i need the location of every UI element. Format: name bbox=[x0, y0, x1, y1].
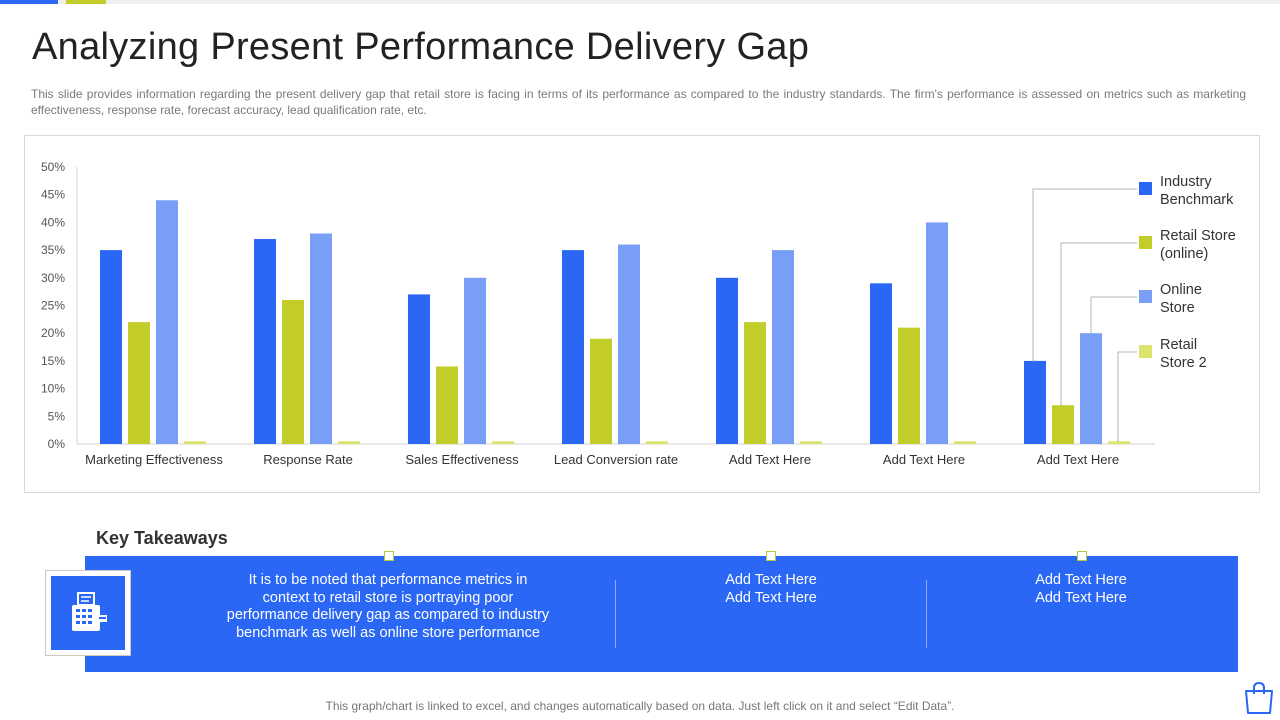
y-tick-label: 10% bbox=[41, 382, 65, 396]
y-tick-label: 40% bbox=[41, 215, 65, 229]
y-tick-label: 35% bbox=[41, 243, 65, 257]
bar bbox=[492, 441, 514, 444]
legend-label: Online bbox=[1160, 282, 1202, 298]
takeaway-1-line-3: performance delivery gap as compared to … bbox=[226, 607, 550, 624]
bar bbox=[338, 441, 360, 444]
takeaway-2-line-1: Add Text Here bbox=[725, 572, 817, 588]
bar bbox=[590, 338, 612, 444]
key-takeaways-heading: Key Takeaways bbox=[96, 528, 228, 548]
x-tick-label: Add Text Here bbox=[1037, 452, 1119, 467]
takeaway-marker-1 bbox=[384, 551, 394, 561]
takeaway-1-line-2: context to retail store is portraying po… bbox=[262, 589, 514, 606]
legend-label: Retail bbox=[1160, 337, 1197, 353]
bar bbox=[562, 250, 584, 444]
bar bbox=[254, 239, 276, 444]
x-tick-label: Add Text Here bbox=[883, 452, 965, 467]
takeaway-3-line-2: Add Text Here bbox=[1035, 589, 1127, 606]
bar bbox=[800, 441, 822, 444]
takeaway-marker-2 bbox=[766, 551, 776, 561]
page-description: This slide provides information regardin… bbox=[31, 87, 1246, 117]
bar bbox=[926, 222, 948, 444]
y-tick-label: 20% bbox=[41, 326, 65, 340]
bar bbox=[1052, 405, 1074, 444]
x-tick-label: Marketing Effectiveness bbox=[85, 452, 223, 467]
bar bbox=[646, 441, 668, 444]
legend-leader-line bbox=[1117, 351, 1137, 442]
x-tick-label: Add Text Here bbox=[729, 452, 811, 467]
legend-leader-line bbox=[1090, 296, 1137, 334]
legend-label: Industry bbox=[1160, 174, 1212, 190]
bar bbox=[716, 277, 738, 444]
takeaway-text-3: Add Text Here Add Text Here bbox=[970, 572, 1192, 607]
takeaway-2-line-2: Add Text Here bbox=[725, 589, 817, 606]
y-tick-label: 45% bbox=[41, 188, 65, 202]
bar bbox=[954, 441, 976, 444]
bar-chart[interactable]: 0% 5% 10% 15% 20% 25% 30% 35% 40% 45% 50% Marketing… bbox=[25, 136, 1261, 494]
legend-swatch bbox=[1139, 290, 1152, 303]
y-tick-label: 25% bbox=[41, 299, 65, 313]
footer-note: This graph/chart is linked to excel, and… bbox=[325, 699, 955, 713]
x-tick-label: Response Rate bbox=[263, 452, 353, 467]
bar bbox=[1080, 333, 1102, 444]
y-tick-label: 5% bbox=[48, 409, 66, 423]
top-strip bbox=[0, 0, 1280, 4]
page-title: Analyzing Present Performance Delivery G… bbox=[32, 26, 810, 68]
takeaway-marker-3 bbox=[1077, 551, 1087, 561]
bar bbox=[184, 441, 206, 444]
cash-register-icon bbox=[72, 592, 107, 631]
bar bbox=[156, 200, 178, 444]
bar bbox=[898, 327, 920, 444]
bar bbox=[1024, 360, 1046, 444]
legend-leader-line bbox=[1032, 188, 1137, 362]
takeaway-text-1: It is to be noted that performance metri… bbox=[210, 572, 566, 642]
legend-label: Benchmark bbox=[1160, 192, 1234, 208]
bar bbox=[744, 322, 766, 444]
bar bbox=[618, 244, 640, 444]
bar bbox=[772, 250, 794, 444]
takeaway-3-line-1: Add Text Here bbox=[1035, 572, 1127, 588]
legend-swatch bbox=[1139, 345, 1152, 358]
legend-leader-line bbox=[1060, 242, 1137, 406]
bar bbox=[282, 299, 304, 444]
takeaway-text-2: Add Text Here Add Text Here bbox=[660, 572, 882, 607]
takeaway-divider-2 bbox=[926, 580, 927, 648]
takeaway-divider-1 bbox=[615, 580, 616, 648]
takeaway-1-line-4: benchmark as well as online store perfor… bbox=[236, 624, 540, 641]
y-tick-label: 50% bbox=[41, 160, 65, 174]
bar bbox=[408, 294, 430, 444]
chart-frame[interactable]: 0% 5% 10% 15% 20% 25% 30% 35% 40% 45% 50% Marketing… bbox=[24, 135, 1260, 493]
top-accent-green bbox=[66, 0, 106, 4]
bar bbox=[436, 366, 458, 444]
takeaway-1-line-1: It is to be noted that performance metri… bbox=[248, 572, 528, 588]
y-tick-label: 15% bbox=[41, 354, 65, 368]
x-tick-label: Lead Conversion rate bbox=[554, 452, 678, 467]
bar bbox=[870, 283, 892, 444]
bar bbox=[1108, 441, 1130, 444]
cash-register-icon-box bbox=[45, 570, 131, 656]
legend-label: Retail Store bbox=[1160, 228, 1236, 244]
bar bbox=[464, 277, 486, 444]
cash-register-icon-tile bbox=[51, 576, 125, 650]
bar bbox=[310, 233, 332, 444]
legend-swatch bbox=[1139, 236, 1152, 249]
top-accent-blue bbox=[0, 0, 58, 4]
y-tick-label: 0% bbox=[48, 437, 66, 451]
legend-label: (online) bbox=[1160, 246, 1208, 262]
shopping-bag-icon[interactable] bbox=[1243, 681, 1275, 715]
legend-label: Store 2 bbox=[1160, 355, 1207, 371]
x-tick-label: Sales Effectiveness bbox=[405, 452, 519, 467]
key-takeaways-band bbox=[85, 556, 1238, 672]
y-tick-label: 30% bbox=[41, 271, 65, 285]
legend-label: Store bbox=[1160, 300, 1195, 316]
bar bbox=[100, 250, 122, 444]
legend-swatch bbox=[1139, 182, 1152, 195]
bar bbox=[128, 322, 150, 444]
